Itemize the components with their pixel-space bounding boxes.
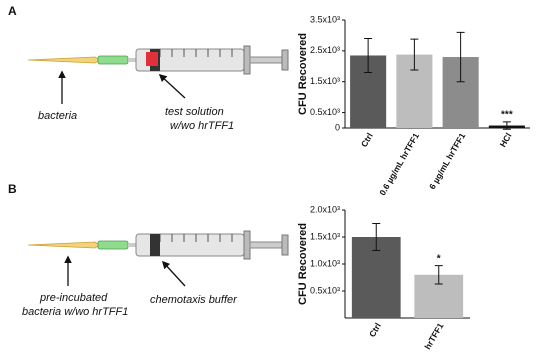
syringe-b: [27, 230, 289, 260]
error-bar: [502, 121, 511, 130]
y-axis-label: CFU Recovered: [297, 223, 309, 305]
y-tick-label: 0.5x10³: [310, 285, 340, 295]
x-tick-label: 6 µg/mL hrTFF1: [427, 131, 467, 191]
y-tick-label: 1.0x10³: [310, 258, 340, 268]
syringe-a: [27, 45, 289, 75]
annotation: bacteria w/wo hrTFF1: [22, 306, 128, 318]
y-tick-label: 1.5x10³: [310, 231, 340, 241]
error-bar: [410, 38, 419, 71]
y-tick-label: 2.5x10³: [310, 45, 340, 55]
y-tick-label: 2.0x10³: [310, 204, 340, 214]
y-tick-label: 0: [335, 122, 340, 132]
error-bar: [372, 223, 381, 251]
annotation: chemotaxis buffer: [150, 294, 238, 306]
error-bar: [456, 31, 465, 83]
significance: ***: [501, 109, 513, 120]
annotation: pre-incubated: [39, 292, 108, 304]
error-bar: [364, 38, 373, 73]
y-tick-label: 3.5x10³: [310, 14, 340, 24]
annotation: bacteria: [38, 110, 77, 122]
y-tick-label: 0.5x10³: [310, 107, 340, 117]
x-tick-label: hrTFF1: [422, 321, 445, 351]
y-axis-label: CFU Recovered: [297, 33, 309, 115]
annotation: w/wo hrTFF1: [170, 120, 234, 132]
panel-label: B: [8, 182, 17, 196]
annotation: test solution: [165, 106, 224, 118]
x-tick-label: 0.6 µg/mL hrTFF1: [377, 131, 421, 197]
x-tick-label: Ctrl: [359, 131, 375, 149]
arrow: [161, 260, 186, 287]
panel-label: A: [8, 4, 17, 18]
x-tick-label: HCl: [498, 131, 514, 149]
arrow: [158, 73, 186, 99]
y-tick-label: 1.5x10³: [310, 76, 340, 86]
x-tick-label: Ctrl: [367, 321, 383, 339]
error-bar: [434, 265, 443, 285]
significance: *: [437, 253, 441, 264]
